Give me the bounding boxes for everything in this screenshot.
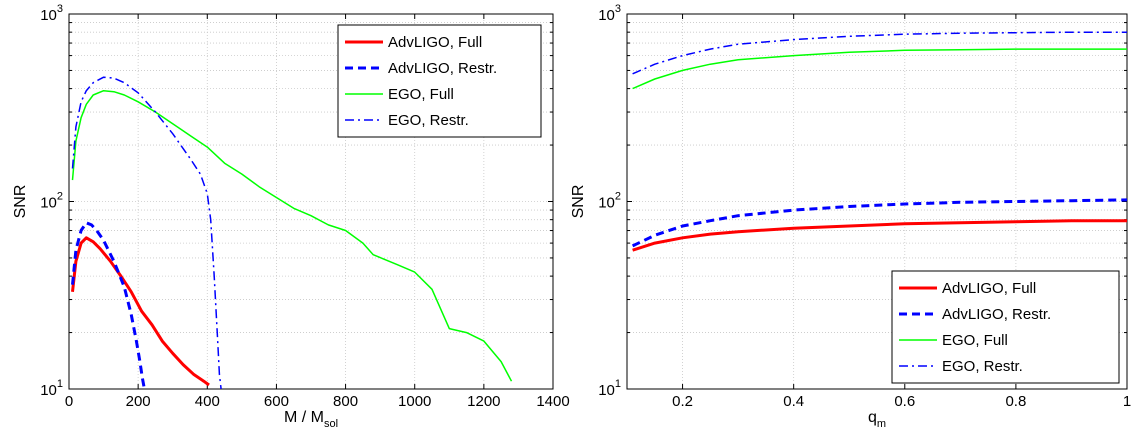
x-tick-label: 0.6 — [894, 393, 915, 410]
x-tick-label: 400 — [195, 393, 220, 410]
y-tick-label: 102 — [598, 191, 621, 212]
series-line-advligo-full — [632, 219, 1127, 252]
legend-label: EGO, Restr. — [942, 358, 1023, 375]
x-axis-label: M / Msol — [284, 409, 338, 430]
x-tick-label: 0.8 — [1005, 393, 1026, 410]
legend-label: EGO, Full — [388, 86, 454, 103]
grid — [69, 14, 553, 389]
legend-label: EGO, Full — [942, 332, 1008, 349]
series-line-advligo-restr- — [631, 198, 1127, 248]
legend-label: AdvLIGO, Full — [388, 34, 482, 51]
left-chart-snr-vs-mass: 0 200 400 600 800 1000 1200 1400 101 102 103 M / Ms… — [12, 3, 570, 430]
y-tick-label: 101 — [40, 378, 63, 399]
x-tick-label: 1400 — [536, 393, 569, 410]
x-axis-label: qm — [868, 409, 886, 430]
series-group — [631, 31, 1127, 252]
y-tick-label: 102 — [40, 191, 63, 212]
right-chart-snr-vs-qm: 0.2 0.4 0.6 0.8 1 101 102 103 qm SNR AdvLIGO, Full… — [570, 3, 1131, 430]
legend-label: AdvLIGO, Full — [942, 280, 1036, 297]
legend-label: AdvLIGO, Restr. — [388, 60, 497, 77]
series-line-ego-full — [71, 89, 513, 382]
x-tick-label: 1200 — [467, 393, 500, 410]
y-axis-label: SNR — [12, 185, 29, 219]
series-line-ego-full — [632, 48, 1127, 90]
series-line-ego-restr- — [71, 76, 222, 389]
series-line-advligo-restr- — [71, 221, 146, 389]
grid — [627, 14, 1127, 389]
x-tick-label: 1 — [1123, 393, 1131, 410]
x-tick-label: 200 — [126, 393, 151, 410]
legend: AdvLIGO, Full AdvLIGO, Restr. EGO, Full EGO… — [337, 24, 542, 138]
x-tick-label: 0 — [65, 393, 73, 410]
series-line-advligo-full — [71, 236, 210, 387]
y-tick-label: 103 — [40, 3, 63, 24]
legend-box — [891, 270, 1120, 384]
x-tick-label: 800 — [333, 393, 358, 410]
legend-label: EGO, Restr. — [388, 112, 469, 129]
series-line-ego-restr- — [632, 31, 1127, 75]
x-tick-label: 0.2 — [672, 393, 693, 410]
y-axis-label: SNR — [570, 185, 587, 219]
x-tick-label: 1000 — [398, 393, 431, 410]
y-tick-label: 101 — [598, 378, 621, 399]
legend: AdvLIGO, Full AdvLIGO, Restr. EGO, Full EGO… — [891, 270, 1120, 384]
x-tick-label: 600 — [264, 393, 289, 410]
x-tick-label: 0.4 — [783, 393, 804, 410]
y-tick-label: 103 — [598, 3, 621, 24]
legend-label: AdvLIGO, Restr. — [942, 306, 1051, 323]
legend-box — [337, 24, 542, 138]
series-group — [71, 76, 513, 389]
